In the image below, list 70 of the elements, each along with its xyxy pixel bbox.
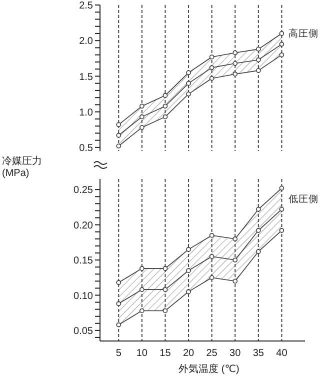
point: [186, 247, 191, 252]
point: [140, 114, 144, 120]
y-tick-label: 1.0: [79, 107, 94, 118]
point: [186, 92, 191, 96]
x-tick-label: 15: [160, 348, 172, 360]
point: [209, 65, 214, 70]
point: [116, 322, 122, 328]
point: [140, 125, 144, 130]
point: [232, 50, 238, 56]
point: [256, 57, 261, 62]
point: [256, 68, 261, 73]
point: [279, 228, 284, 233]
point: [209, 232, 214, 238]
point: [256, 249, 261, 254]
point: [140, 104, 144, 109]
series-label: 高圧側: [288, 28, 319, 40]
point: [140, 287, 144, 292]
point: [116, 144, 122, 148]
point: [209, 275, 214, 280]
point: [279, 31, 284, 36]
y-tick-label: 2.0: [79, 36, 94, 48]
y-tick-label: 0.25: [74, 185, 94, 196]
series-label: 低圧側: [288, 194, 319, 205]
point: [116, 280, 122, 285]
point: [279, 206, 284, 212]
y-tick-label: 1.5: [79, 72, 94, 83]
point: [279, 42, 284, 47]
x-tick-label: 40: [276, 348, 288, 360]
point: [209, 76, 214, 81]
point: [162, 93, 168, 98]
y-tick-label: 2.5: [79, 0, 94, 12]
point: [116, 301, 122, 306]
x-axis-title: 外気温度 (℃): [178, 362, 240, 376]
y-axis-title: 冷媒圧力 (MPa): [2, 156, 42, 180]
point: [116, 132, 122, 138]
y-tick-label: 0.20: [74, 220, 94, 232]
point: [232, 72, 238, 76]
point: [279, 186, 284, 191]
y-tick-label: 0.05: [74, 326, 94, 337]
point: [140, 308, 144, 314]
y-tick-label: 0.15: [74, 256, 94, 267]
point: [256, 46, 261, 52]
x-tick-label: 35: [252, 348, 264, 360]
y-tick-label: 0.10: [74, 290, 94, 302]
point: [232, 236, 238, 242]
point: [162, 287, 168, 292]
point: [186, 268, 191, 273]
x-tick-label: 10: [136, 348, 148, 360]
x-tick-label: 25: [206, 348, 218, 360]
y-tick-label: 0.5: [79, 142, 94, 154]
point: [256, 206, 261, 212]
point: [209, 254, 214, 259]
point: [162, 266, 168, 271]
point: [162, 104, 168, 109]
point: [256, 228, 261, 233]
x-tick-label: 5: [116, 348, 122, 360]
point: [186, 70, 191, 76]
point: [186, 80, 191, 86]
x-tick-label: 30: [230, 348, 242, 360]
point: [232, 258, 238, 262]
point: [232, 61, 238, 66]
x-tick-label: 20: [182, 348, 195, 360]
point: [116, 122, 122, 128]
point: [162, 114, 168, 120]
point: [140, 266, 144, 271]
point: [162, 308, 168, 314]
point: [209, 54, 214, 60]
point: [186, 289, 191, 294]
point: [279, 52, 284, 58]
point: [232, 278, 238, 284]
